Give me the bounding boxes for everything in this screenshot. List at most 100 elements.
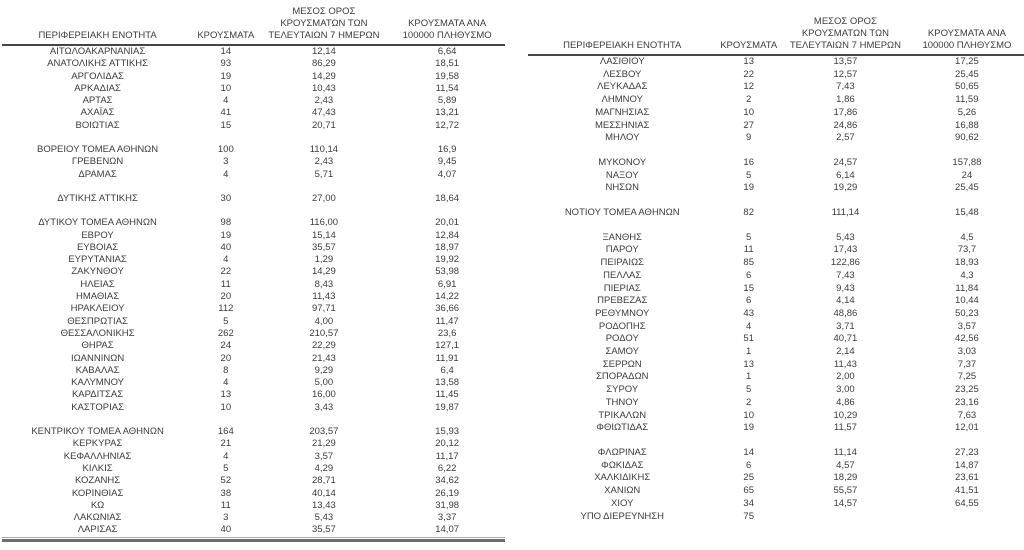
table-row: ΚΑΣΤΟΡΙΑΣ 10 3,43 19,87: [2, 402, 505, 414]
spacer-row: [528, 435, 1024, 447]
region-cell: ΓΡΕΒΕΝΩΝ: [71, 156, 124, 168]
table-row: ΘΗΡΑΣ 24 22,29 127,1: [2, 340, 505, 352]
spacer-row: [528, 145, 1024, 157]
region-cell: ΚΕΝΤΡΙΚΟΥ ΤΟΜΕΑ ΑΘΗΝΩΝ: [31, 426, 164, 438]
avg-7day-cell: 9,29: [314, 364, 334, 376]
table-row: ΠΕΛΛΑΣ 6 7,43 4,3: [528, 270, 1024, 283]
region-cell: ΝΑΞΟΥ: [605, 169, 639, 181]
avg-7day-cell: 110,14: [309, 144, 339, 156]
region-cell: ΑΡΓΟΛΙΔΑΣ: [71, 70, 124, 82]
table-row: ΚΩ 11 13,43 31,98: [2, 500, 505, 512]
table-row: ΡΟΔΟΥ 51 40,71 42,56: [528, 333, 1024, 346]
per-100k-cell: 41,51: [955, 485, 979, 497]
cases-cell: 10: [743, 409, 754, 421]
region-cell: ΚΑΣΤΟΡΙΑΣ: [71, 401, 124, 413]
per-100k-cell: 23,25: [955, 384, 979, 396]
table-row: ΜΑΓΝΗΣΙΑΣ 10 17,86 5,26: [528, 107, 1024, 120]
avg-7day-cell: 47,43: [312, 107, 336, 119]
spacer-cell: [2, 181, 505, 193]
region-cell: ΑΡΤΑΣ: [82, 95, 113, 107]
cases-cell: 9: [746, 132, 752, 144]
avg-7day-cell: 12,57: [833, 68, 858, 80]
cases-cell: 93: [220, 58, 232, 70]
avg-7day-cell: 21,43: [312, 352, 336, 364]
avg-7day-cell: 1,86: [836, 94, 855, 106]
region-cell: ΧΙΟΥ: [611, 497, 634, 509]
header-row: ΠΕΡΙΦΕΡΕΙΑΚΗ ΕΝΟΤΗΤΑ ΚΡΟΥΣΜΑΤΑ ΜΕΣΟΣ ΟΡΟ…: [528, 16, 1024, 56]
table-row: ΦΘΙΩΤΙΔΑΣ 19 11,57 12,01: [528, 422, 1024, 435]
avg-7day-cell: 19,29: [833, 182, 858, 194]
avg-7day-cell: 86,29: [312, 58, 336, 70]
cases-cell: 6: [746, 459, 752, 471]
cases-table: ΠΕΡΙΦΕΡΕΙΑΚΗ ΕΝΟΤΗΤΑ ΚΡΟΥΣΜΑΤΑ ΜΕΣΟΣ ΟΡΟ…: [2, 6, 505, 538]
avg-7day-cell: 11,43: [312, 291, 336, 303]
per-100k-cell: 11,17: [435, 450, 459, 462]
column-header-cases: ΚΡΟΥΣΜΑΤΑ: [193, 6, 259, 46]
per-100k-cell: 13,21: [435, 107, 460, 119]
cases-cell: 11: [220, 499, 231, 511]
spacer-cell: [528, 195, 1024, 207]
cases-cell: 1: [746, 346, 752, 358]
per-100k-cell: 16,9: [437, 144, 457, 156]
avg-7day-cell: 15,14: [312, 229, 336, 241]
region-cell: ΑΧΑΪΑΣ: [80, 107, 115, 119]
per-100k-cell: 5,89: [437, 95, 457, 107]
per-100k-cell: 18,51: [435, 58, 460, 70]
avg-7day-cell: 27,00: [312, 192, 336, 204]
per-100k-cell: 53,98: [435, 266, 460, 278]
table-row: ΠΑΡΟΥ 11 17,43 73,7: [528, 244, 1024, 257]
region-cell: ΚΕΡΚΥΡΑΣ: [72, 438, 123, 450]
region-cell: ΡΟΔΟΥ: [605, 333, 639, 345]
cases-cell: 10: [220, 401, 232, 413]
regional-cases-table-left: ΠΕΡΙΦΕΡΕΙΑΚΗ ΕΝΟΤΗΤΑ ΚΡΟΥΣΜΑΤΑ ΜΕΣΟΣ ΟΡΟ…: [2, 6, 505, 542]
per-100k-cell: 23,61: [955, 472, 979, 484]
cases-cell: 21: [220, 438, 232, 450]
spacer-row: [2, 181, 505, 193]
cases-cell: 6: [746, 269, 752, 281]
region-cell: ΥΠΟ ΔΙΕΡΕΥΝΗΣΗ: [580, 510, 664, 522]
per-100k-cell: 127,1: [435, 340, 460, 352]
per-100k-cell: 14,07: [435, 524, 460, 536]
table-row: ΛΕΣΒΟΥ 22 12,57 25,45: [528, 69, 1024, 82]
per-100k-cell: 6,22: [437, 462, 457, 474]
cases-cell: 22: [220, 266, 232, 278]
avg-7day-cell: 11,14: [833, 446, 857, 458]
cases-cell: 4: [223, 254, 229, 266]
cases-cell: 262: [217, 327, 234, 339]
avg-7day-cell: 22,29: [312, 340, 336, 352]
cases-cell: 8: [223, 364, 229, 376]
table-row: ΑΡΓΟΛΙΔΑΣ 19 14,29 19,58: [2, 71, 505, 83]
avg-7day-cell: 210,57: [309, 327, 339, 339]
table-row: ΚΙΛΚΙΣ 5 4,29 6,22: [2, 463, 505, 475]
avg-7day-cell: 7,43: [836, 81, 855, 93]
avg-7day-cell: 4,14: [836, 295, 855, 307]
table-row: ΜΕΣΣΗΝΙΑΣ 27 24,86 16,88: [528, 120, 1024, 133]
avg-7day-cell: 2,00: [836, 371, 855, 383]
cases-cell: 4: [223, 377, 229, 389]
cases-cell: 25: [743, 472, 754, 484]
avg-7day-cell: 3,57: [314, 450, 334, 462]
cases-cell: 34: [743, 497, 754, 509]
cases-cell: 3: [223, 512, 229, 524]
table-row: ΡΟΔΟΠΗΣ 4 3,71 3,57: [528, 321, 1024, 334]
per-100k-cell: 25,45: [955, 68, 979, 80]
column-header-7day-average: ΜΕΣΟΣ ΟΡΟΣ ΚΡΟΥΣΜΑΤΩΝ ΤΩΝ ΤΕΛΕΥΤΑΙΩΝ 7 Η…: [780, 16, 910, 56]
per-100k-cell: 24: [961, 169, 973, 181]
cases-cell: 85: [743, 257, 754, 269]
spacer-row: [2, 414, 505, 426]
per-100k-cell: 20,12: [435, 438, 460, 450]
spacer-row: [528, 220, 1024, 232]
cases-cell: 43: [743, 307, 754, 319]
per-100k-cell: 15,93: [435, 426, 460, 438]
region-cell: ΣΥΡΟΥ: [606, 384, 639, 396]
cases-cell: 24: [220, 340, 232, 352]
table-row: ΚΑΛΥΜΝΟΥ 4 5,00 13,58: [2, 377, 505, 389]
region-cell: ΑΝΑΤΟΛΙΚΗΣ ΑΤΤΙΚΗΣ: [47, 58, 148, 70]
table-row: ΣΑΜΟΥ 1 2,14 3,03: [528, 346, 1024, 359]
region-cell: ΣΠΟΡΑΔΩΝ: [596, 371, 649, 383]
per-100k-cell: 90,62: [955, 132, 979, 144]
table-row: ΚΑΡΔΙΤΣΑΣ 13 16,00 11,45: [2, 389, 505, 401]
cases-cell: 11: [220, 278, 231, 290]
avg-7day-cell: 203,57: [309, 426, 339, 438]
spacer-cell: [528, 145, 1024, 157]
